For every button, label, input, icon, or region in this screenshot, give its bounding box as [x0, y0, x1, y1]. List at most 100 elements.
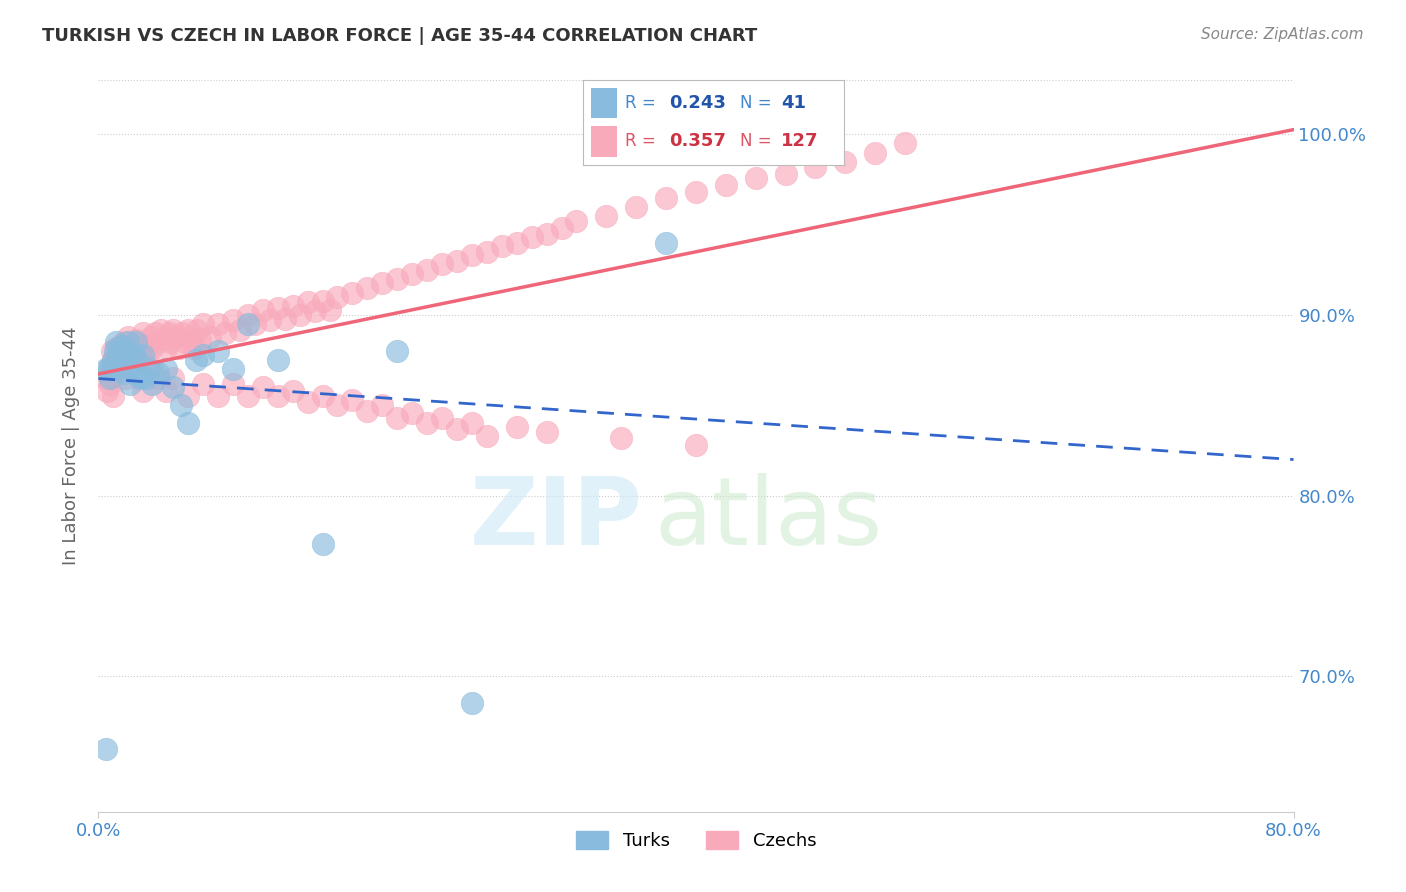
- Point: [520, 230, 543, 244]
- Point: [107, 348, 129, 362]
- Point: [222, 313, 245, 327]
- Point: [401, 406, 423, 420]
- Point: [430, 411, 453, 425]
- Point: [311, 537, 333, 551]
- Point: [114, 357, 136, 371]
- Point: [155, 341, 177, 355]
- Point: [865, 145, 887, 160]
- Point: [162, 322, 184, 336]
- Point: [685, 186, 707, 200]
- Point: [430, 258, 453, 272]
- Point: [288, 308, 311, 322]
- Point: [132, 384, 155, 398]
- Point: [371, 398, 394, 412]
- Point: [252, 302, 274, 317]
- Point: [267, 389, 290, 403]
- Point: [356, 404, 378, 418]
- Point: [274, 311, 297, 326]
- Point: [311, 293, 333, 308]
- Point: [111, 348, 134, 362]
- Point: [626, 200, 648, 214]
- Point: [685, 438, 707, 452]
- Text: N =: N =: [740, 132, 776, 150]
- Point: [136, 339, 159, 353]
- Point: [98, 376, 122, 391]
- Point: [342, 286, 364, 301]
- Point: [416, 417, 439, 431]
- Text: N =: N =: [740, 95, 776, 112]
- Point: [200, 330, 222, 344]
- Point: [506, 420, 529, 434]
- Point: [127, 353, 149, 368]
- Point: [121, 348, 143, 362]
- Point: [385, 411, 409, 425]
- Point: [267, 301, 290, 315]
- Point: [125, 366, 148, 380]
- Point: [117, 353, 139, 368]
- Point: [475, 429, 498, 443]
- Point: [148, 371, 170, 385]
- Y-axis label: In Labor Force | Age 35-44: In Labor Force | Age 35-44: [62, 326, 80, 566]
- Point: [117, 330, 139, 344]
- Point: [103, 353, 125, 368]
- Point: [297, 394, 319, 409]
- Point: [118, 353, 141, 368]
- Point: [120, 341, 142, 355]
- Point: [281, 384, 304, 398]
- Point: [115, 344, 138, 359]
- Point: [491, 239, 513, 253]
- Point: [536, 425, 558, 440]
- Point: [94, 741, 117, 756]
- Point: [129, 339, 152, 353]
- Point: [191, 348, 214, 362]
- Point: [110, 348, 132, 362]
- Point: [141, 376, 163, 391]
- Point: [112, 366, 135, 380]
- Point: [96, 384, 118, 398]
- Point: [297, 295, 319, 310]
- Point: [104, 344, 127, 359]
- Point: [172, 326, 194, 340]
- Point: [103, 353, 125, 368]
- Point: [138, 362, 160, 376]
- Point: [167, 341, 190, 355]
- Point: [506, 235, 529, 250]
- Point: [103, 362, 125, 376]
- Point: [236, 389, 259, 403]
- Point: [461, 248, 484, 262]
- Point: [804, 160, 827, 174]
- Point: [401, 267, 423, 281]
- Text: 127: 127: [782, 132, 818, 150]
- Point: [177, 322, 200, 336]
- Point: [155, 362, 177, 376]
- Text: ZIP: ZIP: [470, 473, 643, 566]
- Point: [132, 326, 155, 340]
- Point: [128, 368, 150, 382]
- Point: [319, 302, 342, 317]
- Text: 0.243: 0.243: [669, 95, 727, 112]
- Point: [894, 136, 917, 151]
- Point: [105, 362, 128, 376]
- Point: [148, 335, 170, 350]
- Point: [129, 371, 152, 385]
- Point: [98, 359, 122, 373]
- Point: [222, 376, 245, 391]
- Point: [595, 209, 617, 223]
- Point: [162, 380, 184, 394]
- Point: [110, 339, 132, 353]
- Point: [132, 348, 155, 362]
- Point: [112, 335, 135, 350]
- Point: [105, 335, 128, 350]
- Point: [94, 362, 117, 376]
- Point: [107, 351, 129, 366]
- Point: [385, 344, 409, 359]
- Point: [222, 362, 245, 376]
- Point: [169, 398, 191, 412]
- Point: [97, 362, 120, 376]
- Point: [371, 276, 394, 290]
- Point: [461, 697, 484, 711]
- Point: [110, 339, 132, 353]
- Point: [108, 359, 131, 373]
- Point: [536, 227, 558, 241]
- Text: TURKISH VS CZECH IN LABOR FORCE | AGE 35-44 CORRELATION CHART: TURKISH VS CZECH IN LABOR FORCE | AGE 35…: [42, 27, 758, 45]
